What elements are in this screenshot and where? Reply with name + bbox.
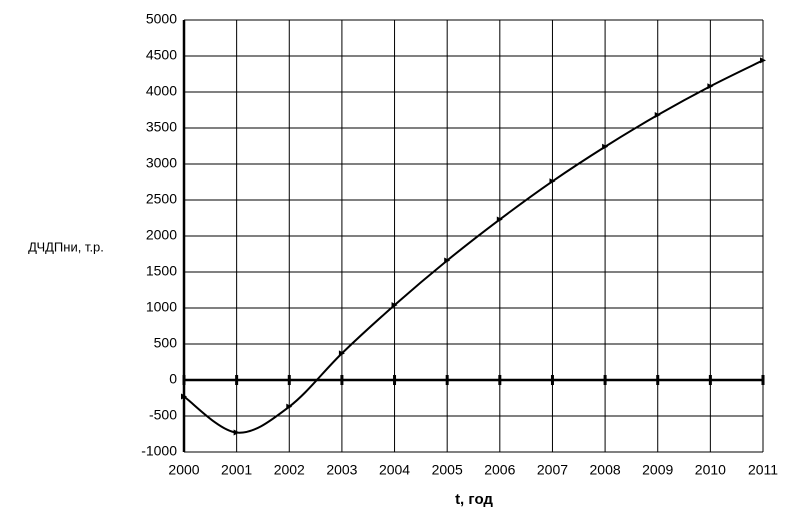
- x-tick-label: 2008: [590, 462, 621, 478]
- data-point: [444, 257, 451, 264]
- data-point: [181, 393, 187, 400]
- y-tick-label: 5000: [146, 11, 177, 27]
- x-tick-label: 2007: [537, 462, 568, 478]
- x-tick-label: 2011: [748, 462, 778, 478]
- y-tick-label: 4000: [146, 83, 177, 99]
- x-tick-label: 2003: [326, 462, 357, 478]
- data-point: [338, 350, 345, 357]
- y-tick-label: -500: [149, 407, 177, 423]
- y-tick-label: 3500: [146, 119, 177, 135]
- data-point: [760, 57, 766, 64]
- y-tick-label: 1000: [146, 299, 177, 315]
- data-point: [233, 429, 240, 436]
- x-tick-label: 2004: [379, 462, 410, 478]
- y-tick-label: 500: [154, 335, 178, 351]
- data-point: [496, 216, 503, 223]
- x-tick-label: 2010: [695, 462, 726, 478]
- y-tick-label: 4500: [146, 47, 177, 63]
- y-tick-label: 3000: [146, 155, 177, 171]
- x-tick-label: 2001: [221, 462, 252, 478]
- y-tick-label: 0: [169, 371, 177, 387]
- data-point: [391, 302, 398, 309]
- data-point: [654, 112, 661, 119]
- x-tick-label: 2005: [432, 462, 463, 478]
- y-tick-label: -1000: [141, 443, 177, 459]
- x-axis-label: t, год: [455, 491, 493, 508]
- data-point: [602, 143, 609, 150]
- data-line: [183, 59, 764, 434]
- data-point: [549, 178, 556, 185]
- data-point: [707, 83, 714, 90]
- y-tick-label: 2500: [146, 191, 177, 207]
- x-tick-label: 2006: [484, 462, 515, 478]
- data-point: [286, 403, 293, 410]
- x-tick-label: 2002: [274, 462, 305, 478]
- y-axis-label: ДЧДПни, т.р.: [28, 239, 104, 254]
- y-tick-label: 1500: [146, 263, 177, 279]
- x-tick-label: 2000: [168, 462, 199, 478]
- x-tick-label: 2009: [642, 462, 673, 478]
- y-tick-label: 2000: [146, 227, 177, 243]
